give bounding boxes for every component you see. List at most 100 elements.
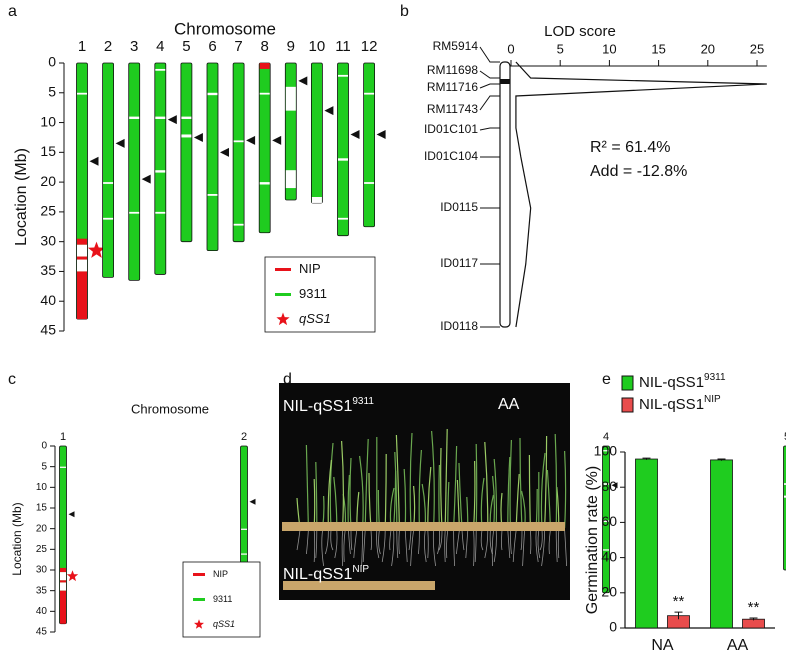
seedling [564, 450, 567, 529]
nip-segment [77, 256, 87, 260]
root [408, 529, 412, 551]
root [461, 529, 465, 551]
root [446, 529, 449, 559]
marker-arrow [193, 132, 203, 142]
x-tick-label: NA [651, 637, 674, 654]
root [539, 529, 543, 551]
seedling [440, 447, 443, 529]
root [376, 529, 380, 559]
blank-segment [364, 182, 375, 184]
y-tick-label: 15 [40, 143, 56, 159]
photo-name: NIL-qSS1 [283, 566, 352, 583]
y-tick-label: 40 [40, 292, 56, 308]
photo-sup: NIP [352, 564, 369, 575]
bar [710, 459, 733, 629]
legend-label: NIL-qSS19311 [639, 372, 726, 391]
blank-segment [155, 211, 166, 214]
chromosome [128, 62, 141, 281]
chromosome-label: 2 [241, 431, 247, 443]
blank-segment [155, 68, 166, 71]
root [491, 529, 494, 567]
seedling [540, 452, 546, 529]
marker-arrow [611, 482, 618, 489]
blank-segment [285, 86, 296, 111]
x-tick-label: 0 [507, 41, 514, 56]
root [396, 529, 399, 559]
y-tick-label: 25 [36, 544, 48, 555]
blank-segment [129, 211, 140, 214]
legend-label: qSS1 [299, 311, 331, 326]
bar [635, 458, 658, 629]
chromosome-label: 1 [60, 431, 66, 443]
seedling [473, 460, 476, 529]
blank-segment [103, 182, 114, 184]
panel-label: e [602, 371, 611, 388]
qtl-star [87, 241, 106, 258]
y-tick-label: 10 [36, 482, 48, 493]
marker-line [479, 95, 500, 111]
error-bar [717, 458, 726, 461]
marker-arrow [220, 147, 229, 157]
root [537, 529, 541, 559]
photo-label: NIL-qSS19311 [283, 396, 374, 416]
chromosome [102, 62, 114, 278]
legend-swatch [276, 312, 290, 326]
seedling [519, 437, 523, 529]
y-axis-label: Location (Mb) [13, 148, 30, 246]
root [548, 529, 551, 555]
seedling [313, 478, 316, 529]
legend-label: NIP [299, 261, 321, 276]
error-bar [674, 611, 683, 620]
qtl-star [66, 570, 79, 582]
significance-label: ** [748, 599, 760, 616]
seedling [384, 453, 387, 529]
root [313, 529, 316, 563]
marker-arrow [376, 129, 386, 139]
seedling [509, 439, 512, 529]
blank-segment [241, 553, 247, 555]
marker-line [479, 70, 500, 79]
photo-treatment: AA [498, 396, 520, 413]
marker-label: ID0118 [440, 319, 478, 333]
root [418, 529, 420, 555]
y-tick-label: 80 [601, 478, 617, 494]
chromosome-label: 2 [104, 38, 112, 55]
blank-segment [338, 158, 348, 161]
y-tick-label: 20 [601, 584, 617, 600]
legend-swatch [194, 619, 204, 629]
blank-segment [603, 483, 609, 485]
marker-label: ID0117 [440, 256, 478, 270]
blank-segment [60, 582, 66, 591]
root [512, 529, 517, 563]
root [510, 529, 512, 555]
y-tick-label: 40 [601, 548, 617, 564]
root [343, 529, 346, 563]
nip-segment [77, 271, 87, 320]
root [437, 529, 441, 555]
chromosome-label: 12 [361, 38, 378, 55]
blank-segment [77, 92, 87, 95]
root [398, 529, 400, 555]
root [465, 529, 469, 559]
chromosome-label: 9 [287, 38, 295, 55]
seedling [349, 457, 352, 529]
marker-label: ID01C101 [424, 122, 478, 136]
y-tick-label: 30 [40, 232, 56, 248]
marker-label: ID01C104 [424, 149, 478, 163]
marker-arrow [89, 156, 99, 166]
y-tick-label: 45 [40, 322, 56, 338]
blank-segment [181, 116, 192, 119]
qtl-block [500, 79, 510, 84]
blank-segment [155, 116, 166, 119]
root [453, 529, 455, 567]
root [493, 529, 497, 563]
root [381, 529, 386, 563]
y-tick-label: 30 [36, 565, 48, 576]
root [321, 529, 324, 567]
seedling [327, 459, 332, 529]
x-tick-label: 20 [701, 41, 715, 56]
photo-name: NIL-qSS1 [283, 398, 352, 415]
panel-label: c [8, 371, 16, 388]
marker-label: RM11716 [427, 80, 478, 94]
bar [742, 618, 765, 629]
